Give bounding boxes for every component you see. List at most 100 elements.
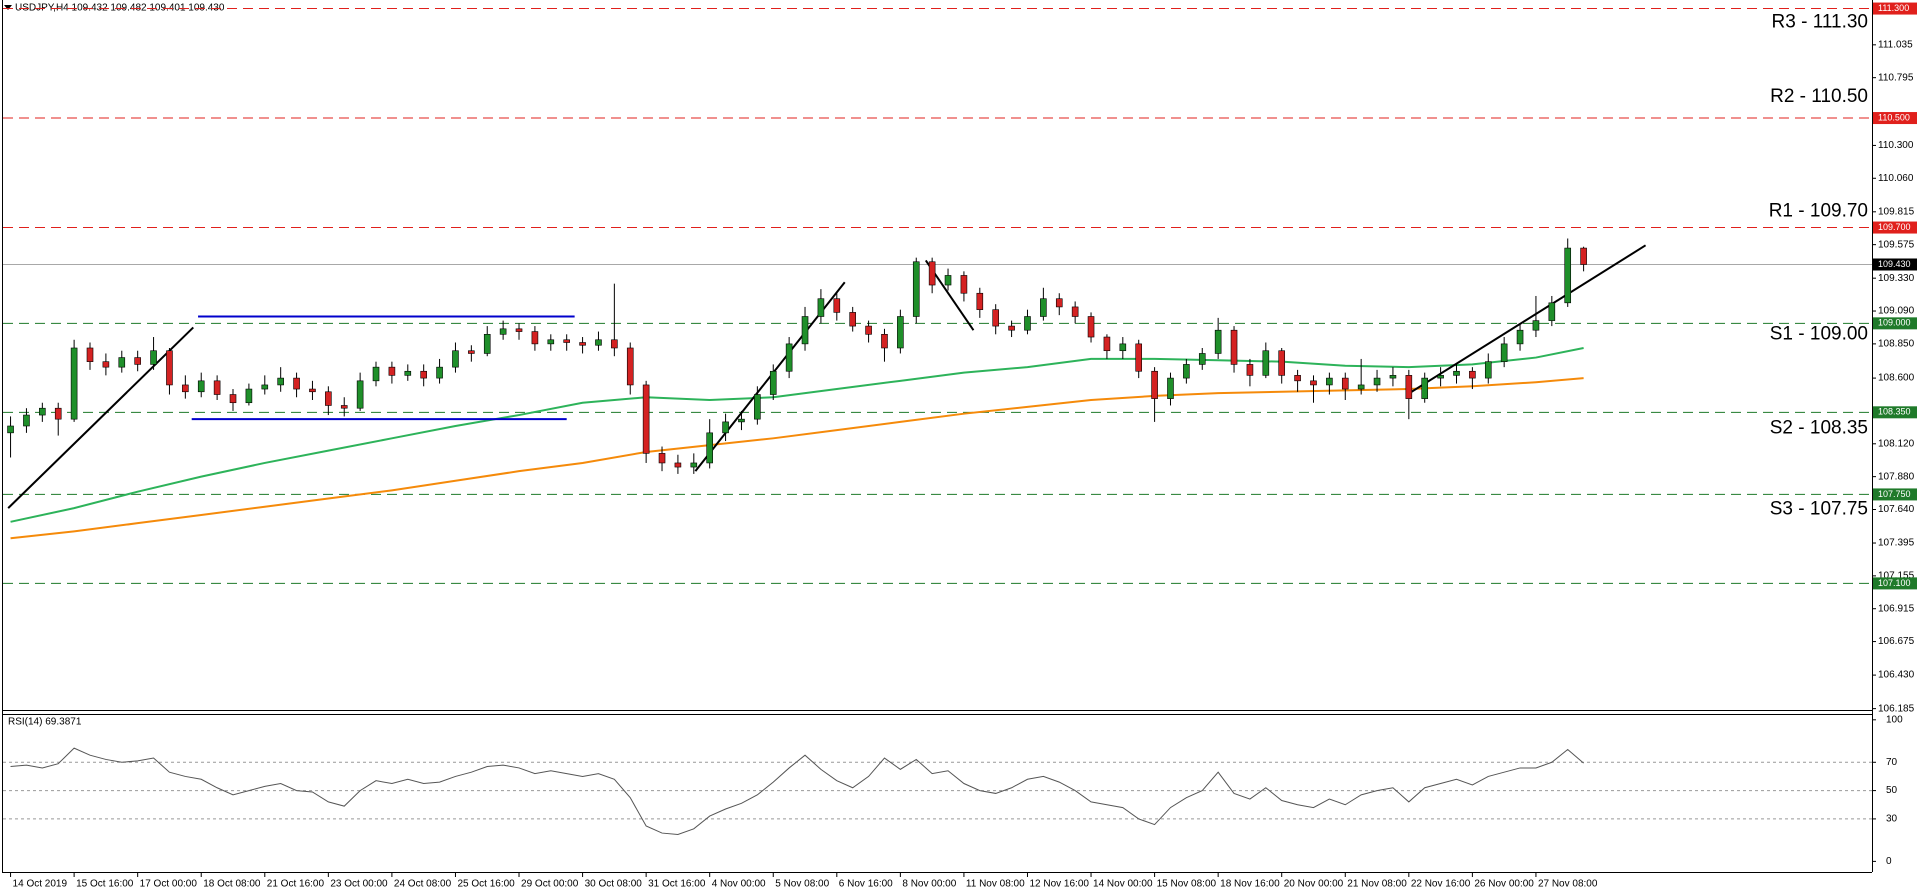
- candle-body: [134, 357, 141, 365]
- level-box-label: 109.000: [1878, 318, 1911, 328]
- candle-body: [54, 407, 62, 420]
- y-tick-label: 106.915: [1878, 603, 1915, 614]
- candle-body: [944, 275, 952, 286]
- level-box: [1873, 112, 1917, 125]
- x-tick-label: 14 Oct 2019: [13, 879, 68, 890]
- candle-body: [70, 347, 78, 420]
- level-box-label: 108.350: [1878, 407, 1911, 417]
- rsi-tick-label: 50: [1886, 785, 1898, 796]
- candle-body: [1055, 298, 1063, 308]
- level-box-label: 110.500: [1878, 112, 1910, 122]
- candle-body: [960, 275, 968, 294]
- candle-body: [39, 407, 46, 416]
- x-tick-label: 4 Nov 00:00: [712, 879, 766, 890]
- y-tick-label: 110.300: [1878, 140, 1914, 151]
- y-tick-label: 107.880: [1878, 471, 1915, 482]
- candle-body: [1087, 316, 1095, 338]
- candle-body: [1214, 329, 1222, 354]
- x-tick-label: 31 Oct 16:00: [648, 879, 706, 890]
- candle-body: [452, 350, 459, 368]
- candle-body: [976, 292, 984, 310]
- candle-body: [1453, 370, 1460, 376]
- level-label: S1 - 109.00: [1770, 323, 1868, 344]
- x-tick-label: 21 Oct 16:00: [267, 879, 325, 890]
- candle-body: [309, 388, 316, 393]
- rsi-tick-label: 0: [1886, 856, 1892, 867]
- candle-body: [1183, 364, 1190, 379]
- level-box: [1873, 221, 1917, 234]
- y-tick-label: 106.430: [1878, 670, 1915, 681]
- x-tick-label: 26 Nov 00:00: [1474, 879, 1534, 890]
- candle-body: [1119, 343, 1127, 352]
- x-tick-label: 15 Nov 08:00: [1157, 879, 1217, 890]
- candle-body: [197, 380, 205, 393]
- candle-body: [881, 333, 888, 349]
- x-tick-label: 18 Oct 08:00: [203, 879, 261, 890]
- candle-body: [928, 261, 936, 286]
- candle-body: [23, 414, 30, 427]
- candle-body: [1405, 375, 1413, 399]
- candle-body: [547, 339, 555, 345]
- candle-body: [499, 328, 507, 335]
- candle-body: [833, 298, 841, 313]
- candle-body: [515, 328, 523, 332]
- candle-body: [1167, 377, 1174, 399]
- candle-body: [102, 361, 110, 368]
- moving-average: [10, 347, 1584, 523]
- candle-body: [1103, 336, 1111, 352]
- candle-body: [1071, 306, 1079, 317]
- candle-body: [7, 425, 14, 434]
- candle-body: [1373, 377, 1381, 386]
- x-tick-label: 15 Oct 16:00: [76, 879, 134, 890]
- rsi-tick-label: 100: [1886, 714, 1903, 725]
- candle-body: [293, 377, 300, 390]
- candle-body: [754, 394, 761, 420]
- level-label: S2 - 108.35: [1770, 417, 1868, 438]
- candle-body: [674, 462, 682, 468]
- x-tick-label: 21 Nov 08:00: [1347, 879, 1407, 890]
- x-tick-label: 27 Nov 08:00: [1538, 879, 1598, 890]
- candle-body: [1294, 375, 1301, 382]
- x-tick-label: 8 Nov 00:00: [902, 879, 956, 890]
- y-tick-label: 106.675: [1878, 636, 1915, 647]
- candle-body: [1469, 370, 1476, 379]
- candle-body: [261, 384, 269, 390]
- level-box-label: 111.300: [1878, 3, 1909, 13]
- candle-body: [1230, 329, 1238, 365]
- candle-body: [1500, 343, 1508, 362]
- level-box-label: 107.100: [1878, 578, 1911, 588]
- candle-body: [1310, 380, 1317, 386]
- candle-body: [690, 462, 698, 468]
- candle-body: [1024, 316, 1031, 331]
- level-box: [1873, 577, 1917, 590]
- candle-body: [1421, 377, 1429, 399]
- candle-body: [992, 309, 999, 327]
- y-tick-label: 109.815: [1878, 206, 1915, 217]
- trend-line: [7, 326, 194, 509]
- trend-line: [1406, 244, 1647, 396]
- candle-body: [738, 418, 745, 423]
- candle-body: [1262, 350, 1270, 376]
- y-tick-label: 110.795: [1878, 72, 1914, 83]
- candle-body: [483, 333, 491, 354]
- y-tick-label: 108.850: [1878, 339, 1915, 350]
- candle-body: [1278, 350, 1286, 376]
- candle-body: [1389, 375, 1397, 379]
- candle-body: [1040, 298, 1047, 317]
- y-tick-label: 107.640: [1878, 504, 1915, 515]
- candle-body: [118, 357, 126, 368]
- candle-body: [213, 380, 221, 395]
- x-tick-label: 22 Nov 16:00: [1411, 879, 1471, 890]
- y-tick-label: 108.600: [1878, 373, 1915, 384]
- x-tick-label: 24 Oct 08:00: [394, 879, 452, 890]
- x-tick-label: 6 Nov 16:00: [839, 879, 893, 890]
- candle-body: [166, 350, 173, 386]
- candle-body: [1008, 325, 1015, 331]
- rsi-line: [10, 747, 1584, 835]
- frames: [2, 0, 1873, 873]
- level-box: [1873, 2, 1917, 15]
- candle-body: [1548, 302, 1556, 321]
- level-box: [1873, 406, 1917, 419]
